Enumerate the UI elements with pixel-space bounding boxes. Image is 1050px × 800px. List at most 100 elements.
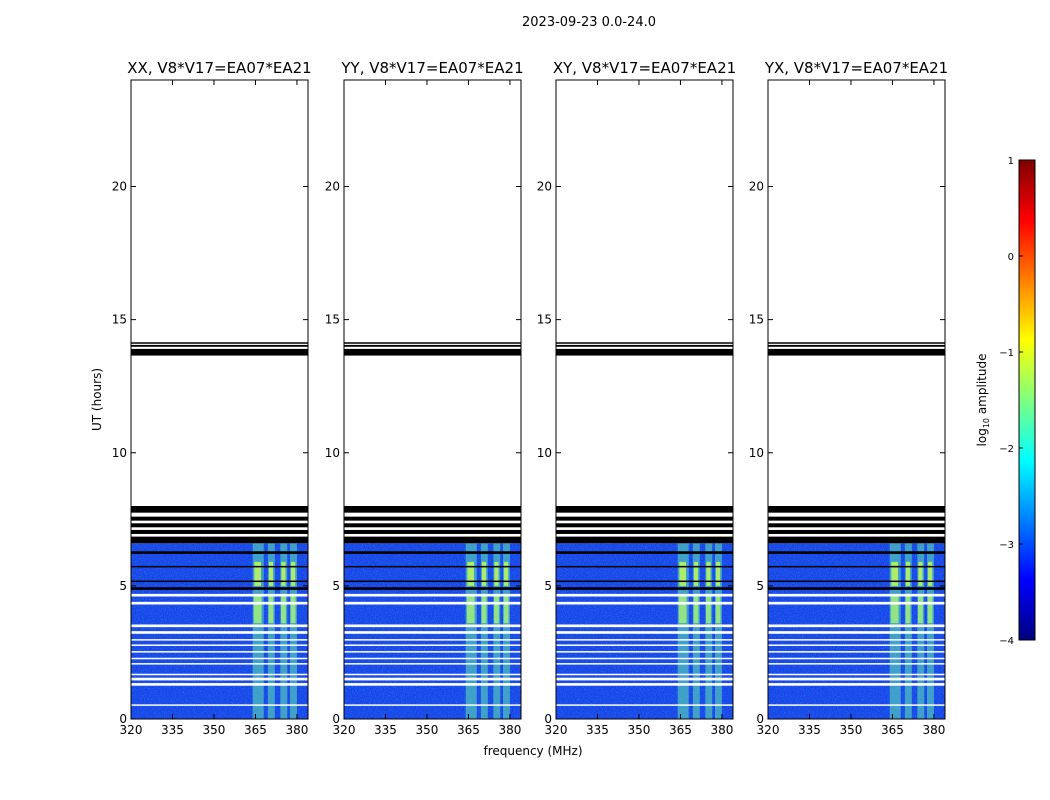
- flagged-row: [344, 587, 521, 590]
- panel-1: 320 335 350 365 380 0 5 10 15 20 XX, V8*V17=EA07*E…: [90, 59, 312, 737]
- flagged-row: [131, 551, 308, 554]
- gap-row: [131, 593, 308, 597]
- gap-row: [344, 673, 521, 676]
- flagged-row: [556, 580, 733, 583]
- rfi-band-peak: [254, 561, 261, 586]
- gap-row: [344, 644, 521, 646]
- x-tick-label: 320: [120, 723, 143, 737]
- y-tick-label: 0: [119, 712, 127, 726]
- gap-row: [131, 663, 308, 665]
- gap-row: [768, 601, 945, 605]
- flagged-row: [556, 506, 733, 513]
- colorbar-label-rest: amplitude: [975, 354, 989, 418]
- colorbar-tick-label: −1: [999, 348, 1014, 359]
- flagged-row: [344, 506, 521, 513]
- gap-row: [344, 704, 521, 706]
- gap-row: [768, 624, 945, 628]
- y-tick-label: 15: [112, 313, 127, 327]
- flagged-row: [556, 529, 733, 534]
- flagged-row: [344, 565, 521, 568]
- y-tick-label: 0: [756, 712, 764, 726]
- gap-row: [768, 631, 945, 634]
- flagged-row: [768, 536, 945, 544]
- rfi-band-peak: [481, 596, 487, 624]
- y-tick-label: 5: [756, 579, 764, 593]
- x-axis-label: frequency (MHz): [483, 744, 582, 758]
- gap-row: [344, 593, 521, 597]
- gap-row: [768, 639, 945, 641]
- rfi-band-peak: [890, 596, 899, 624]
- gap-row: [344, 683, 521, 686]
- y-axis-label: UT (hours): [90, 368, 104, 431]
- x-tick-label: 335: [161, 723, 184, 737]
- x-tick-label: 335: [374, 723, 397, 737]
- gap-row: [556, 651, 733, 653]
- gap-row: [131, 624, 308, 628]
- x-tick-label: 320: [333, 723, 356, 737]
- flagged-row: [556, 551, 733, 554]
- flagged-row: [131, 587, 308, 590]
- x-tick-label: 335: [586, 723, 609, 737]
- x-tick-label: 380: [922, 723, 945, 737]
- rfi-band-peak: [481, 561, 487, 586]
- panel-title: YX, V8*V17=EA07*EA21: [764, 59, 948, 77]
- flagged-row: [131, 348, 308, 356]
- colorbar-tick-label: 0: [1008, 252, 1014, 263]
- flagged-row: [131, 580, 308, 583]
- rfi-band-peak: [693, 561, 699, 586]
- gap-row: [768, 704, 945, 706]
- x-tick-label: 350: [416, 723, 439, 737]
- y-tick-label: 20: [537, 180, 552, 194]
- x-tick-label: 380: [285, 723, 308, 737]
- flagged-row: [131, 529, 308, 534]
- gap-row: [344, 651, 521, 653]
- gap-row: [768, 657, 945, 660]
- panel-3: 320 335 350 365 380 0 5 10 15 20 XY, V8*V17=EA07*E…: [537, 59, 736, 737]
- flagged-row: [131, 523, 308, 528]
- flagged-row: [131, 344, 308, 347]
- flagged-row: [768, 587, 945, 590]
- panel-2: 320 335 350 365 380 0 5 10 15 20 YY, V8*V17=EA07*E…: [325, 59, 583, 758]
- gap-row: [556, 644, 733, 646]
- gap-row: [556, 677, 733, 681]
- gap-row: [768, 644, 945, 646]
- gap-row: [768, 677, 945, 681]
- colorbar-tick-label: 1: [1008, 156, 1014, 167]
- flagged-row: [556, 587, 733, 590]
- y-tick-label: 10: [749, 446, 764, 460]
- panel-frame: [343, 79, 522, 720]
- x-tick-label: 350: [203, 723, 226, 737]
- flagged-row: [768, 529, 945, 534]
- rfi-band-peak: [716, 561, 721, 586]
- gap-row: [131, 677, 308, 681]
- gap-row: [556, 631, 733, 634]
- flagged-row: [556, 523, 733, 528]
- flagged-row: [344, 536, 521, 544]
- flagged-row: [768, 342, 945, 344]
- rfi-band-peak: [891, 561, 898, 586]
- rfi-band-peak: [268, 596, 274, 624]
- x-tick-label: 350: [628, 723, 651, 737]
- colorbar-tick-label: −4: [999, 636, 1014, 647]
- gap-row: [556, 663, 733, 665]
- rfi-band-peak: [281, 596, 286, 624]
- rfi-band-peak: [466, 596, 475, 624]
- y-tick-label: 15: [325, 313, 340, 327]
- y-tick-label: 5: [332, 579, 340, 593]
- gap-row: [131, 601, 308, 605]
- x-tick-label: 320: [757, 723, 780, 737]
- gap-row: [556, 601, 733, 605]
- y-tick-label: 15: [749, 313, 764, 327]
- panel-title: YY, V8*V17=EA07*EA21: [340, 59, 523, 77]
- rfi-band-peak: [679, 561, 686, 586]
- gap-row: [344, 677, 521, 681]
- x-tick-label: 365: [244, 723, 267, 737]
- flagged-row: [344, 551, 521, 554]
- x-tick-label: 365: [457, 723, 480, 737]
- gap-row: [131, 683, 308, 686]
- gap-row: [131, 657, 308, 660]
- gap-row: [344, 601, 521, 605]
- gap-row: [344, 624, 521, 628]
- flagged-row: [344, 529, 521, 534]
